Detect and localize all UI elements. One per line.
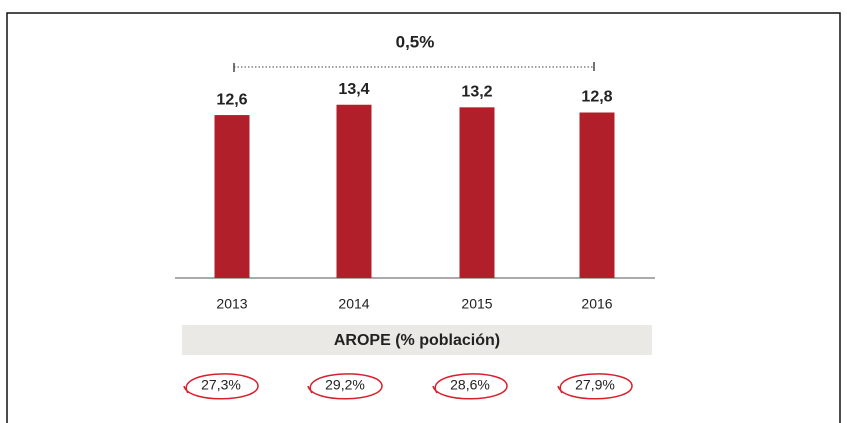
table-cell: 27,9% — [575, 377, 615, 393]
annotation: 0,5% — [396, 32, 435, 51]
oval — [557, 373, 633, 400]
table-cell: 27,3% — [201, 377, 241, 393]
value-label: 12,6 — [216, 91, 247, 108]
x-tick-label: 2013 — [216, 296, 247, 312]
x-tick-label: 2015 — [461, 296, 492, 312]
table-cell: 29,2% — [325, 377, 365, 393]
oval — [307, 373, 383, 400]
bar — [579, 112, 615, 278]
bar — [459, 107, 495, 278]
table-cell: 28,6% — [450, 377, 490, 393]
table-band — [182, 325, 652, 355]
oval — [183, 373, 259, 400]
bar — [336, 104, 372, 278]
frame — [6, 12, 841, 423]
value-label: 13,4 — [338, 81, 369, 98]
value-label: 12,8 — [581, 89, 612, 106]
table-title: AROPE (% población) — [334, 332, 500, 349]
bar — [214, 115, 250, 278]
value-label: 13,2 — [461, 84, 492, 101]
x-tick-label: 2014 — [338, 296, 369, 312]
oval — [432, 373, 508, 400]
x-tick-label: 2016 — [581, 296, 612, 312]
